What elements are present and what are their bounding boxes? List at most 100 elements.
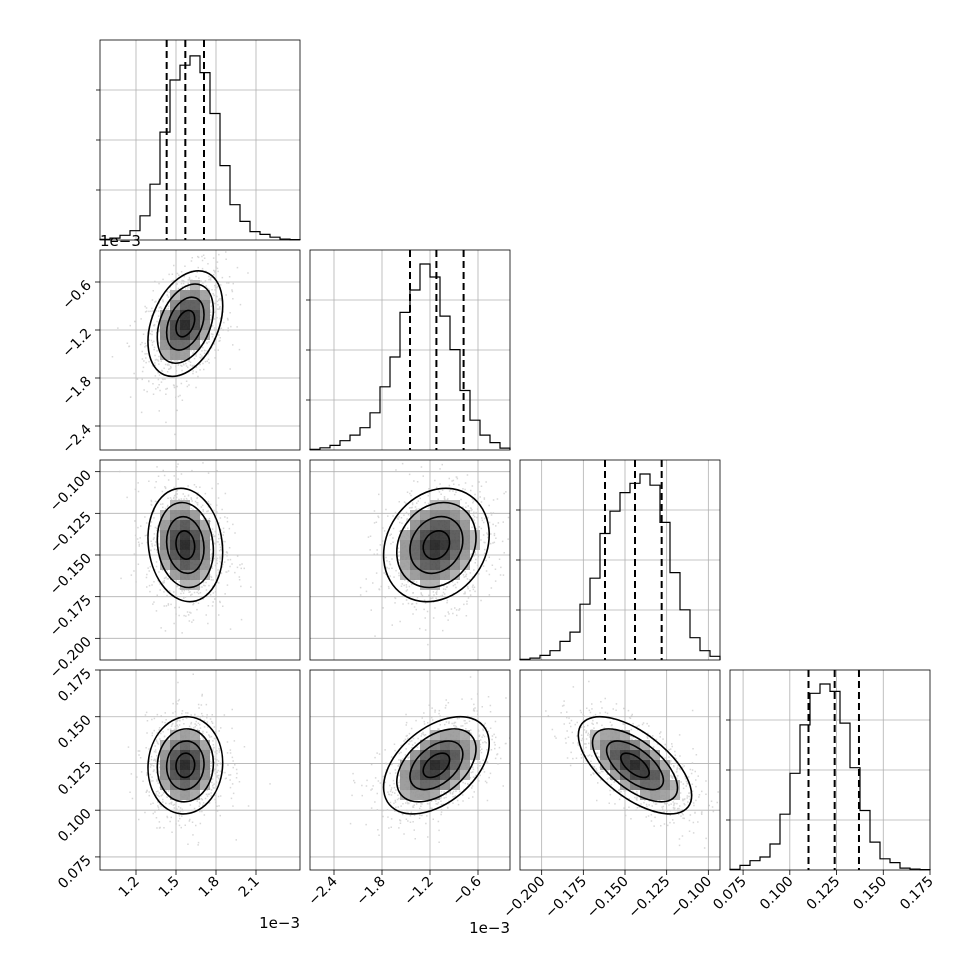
density-cell <box>650 790 660 800</box>
contour-level-2 <box>409 740 464 791</box>
density-cell <box>420 750 430 760</box>
contour-level-1 <box>175 309 196 338</box>
histogram-frame <box>99 39 301 241</box>
density-cell <box>400 790 410 800</box>
contour-level-3 <box>156 283 215 365</box>
density-cell <box>430 730 440 740</box>
density-cell <box>610 760 620 770</box>
density-cell <box>180 780 190 790</box>
density-cell <box>180 560 190 570</box>
density-cell <box>170 300 180 310</box>
density-cell <box>180 750 190 760</box>
density-cell <box>640 790 650 800</box>
panel-frame <box>99 459 301 661</box>
density-cell <box>600 730 610 740</box>
density-cell <box>190 790 200 800</box>
x-tick-label: −0.6 <box>449 873 484 908</box>
density-cell <box>410 770 420 780</box>
density-cell <box>200 320 210 330</box>
density-cell <box>200 520 210 530</box>
density-cell <box>170 530 180 540</box>
y-axis-3: −0.200−0.175−0.150−0.125−0.100 <box>47 467 100 682</box>
y-tick-label: 0.150 <box>55 712 95 752</box>
density-cell <box>410 750 420 760</box>
scatter-panel-1-3 <box>99 459 301 661</box>
density-cell <box>170 350 180 360</box>
density-cell <box>420 530 430 540</box>
x-tick-label: −0.200 <box>501 874 549 922</box>
x-tick-label: 0.150 <box>850 874 890 914</box>
density-cell <box>410 550 420 560</box>
x-axis-4: 0.075 0.100 0.125 0.150 0.175 <box>710 870 937 913</box>
density-cell <box>180 330 190 340</box>
density-cell <box>190 730 200 740</box>
density-cell <box>450 570 460 580</box>
density-cell <box>440 500 450 510</box>
density-cell <box>640 780 650 790</box>
density-cell <box>460 750 470 760</box>
histogram-frame <box>729 669 931 871</box>
density-cell <box>440 540 450 550</box>
density-cell <box>440 520 450 530</box>
density-cell <box>400 560 410 570</box>
density-cell <box>170 550 180 560</box>
panel-body <box>310 670 510 870</box>
x-tick-label: −0.150 <box>584 874 632 922</box>
density-cell <box>180 540 190 550</box>
density-cell <box>620 760 630 770</box>
contour-level-3 <box>156 728 215 803</box>
x-tick-label: 1.8 <box>196 874 223 901</box>
density-cell <box>440 780 450 790</box>
density-cell <box>470 530 480 540</box>
density-cell <box>180 290 190 300</box>
y-offset-label: 1e−3 <box>100 232 141 250</box>
density-cell <box>400 760 410 770</box>
density-cell <box>650 780 660 790</box>
density-cell <box>440 770 450 780</box>
x-tick-label: 0.075 <box>710 874 750 914</box>
density-cell <box>420 780 430 790</box>
density-cell <box>160 350 170 360</box>
scatter-panel-1-4 <box>99 669 301 871</box>
x-tick-label: −0.125 <box>626 874 674 922</box>
density-cell <box>420 510 430 520</box>
density-cell <box>450 770 460 780</box>
density-cell <box>180 530 190 540</box>
density-cell <box>430 580 440 590</box>
density-cell <box>620 730 630 740</box>
density-cell <box>460 740 470 750</box>
density-cell <box>420 580 430 590</box>
density-cell <box>160 760 170 770</box>
x-axis-2: −2.4 −1.8 −1.2 −0.6 1e−3 <box>305 870 510 937</box>
contour-level-2 <box>165 296 205 351</box>
density-cell <box>420 540 430 550</box>
density-cell <box>450 780 460 790</box>
density-cell <box>180 510 190 520</box>
density-cell <box>400 570 410 580</box>
density-cell <box>190 740 200 750</box>
x-tick-label: 2.1 <box>236 874 263 901</box>
density-cell <box>190 280 200 290</box>
contour-level-4 <box>147 715 224 815</box>
histogram-grid <box>310 250 510 450</box>
density-cell <box>420 520 430 530</box>
density-cell <box>430 560 440 570</box>
density-cell <box>160 750 170 760</box>
density-cell <box>190 570 200 580</box>
density-cell <box>200 290 210 300</box>
density-cell <box>180 300 190 310</box>
panel-body <box>310 460 510 660</box>
histogram-panel-4 <box>726 669 931 871</box>
y-tick-label: −0.125 <box>47 509 95 557</box>
density-cell <box>430 500 440 510</box>
density-cell <box>460 560 470 570</box>
density-cell <box>200 570 210 580</box>
density-cell <box>160 560 170 570</box>
density-cell <box>190 770 200 780</box>
scatter-points <box>127 673 271 846</box>
density-cell <box>620 770 630 780</box>
panel-frame <box>519 669 721 871</box>
x-tick-label: 0.175 <box>897 874 937 914</box>
